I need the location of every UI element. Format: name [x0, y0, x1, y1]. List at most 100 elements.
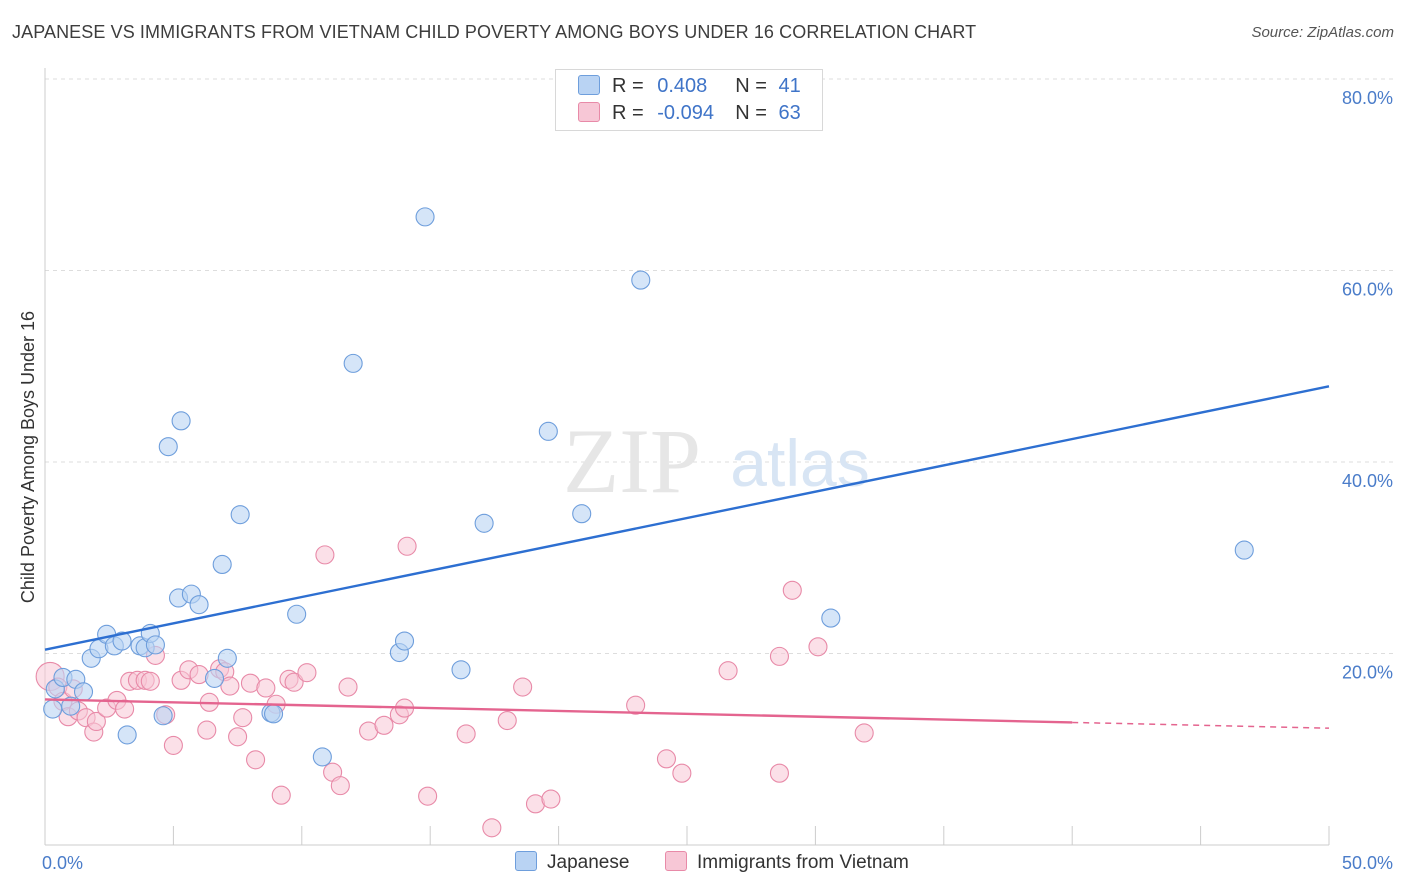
japanese-point: [112, 631, 132, 651]
vietnam-point: [271, 785, 291, 805]
japanese-point: [171, 411, 191, 431]
series-legend: Japanese Immigrants from Vietnam: [0, 851, 1406, 877]
japanese-point: [145, 635, 165, 655]
vietnam-point: [197, 720, 217, 740]
vietnam-trend-extension: [1072, 721, 1330, 729]
vietnam-point: [418, 786, 438, 806]
y-tick-label-80: 80.0%: [1342, 88, 1393, 108]
japanese-point: [343, 353, 363, 373]
japanese-trend-line: [44, 385, 1330, 651]
japanese-point: [230, 505, 250, 525]
japanese-point: [394, 631, 415, 651]
japanese-point: [153, 706, 173, 726]
japanese-point: [631, 270, 651, 290]
vietnam-point: [541, 789, 561, 809]
japanese-point: [1234, 540, 1254, 560]
r-label: R =: [612, 102, 644, 124]
vietnam-point: [769, 763, 789, 783]
watermark-zip: ZIP: [563, 410, 701, 512]
japanese-point: [474, 513, 494, 533]
source-label: Source: ZipAtlas.com: [1251, 24, 1394, 41]
japanese-point: [204, 668, 225, 688]
vietnam-point: [854, 723, 874, 743]
axes: [44, 68, 1330, 846]
legend-row-vietnam: R = -0.094 N = 63: [578, 102, 801, 126]
n-label: N =: [735, 102, 767, 124]
vietnam-point: [140, 671, 160, 691]
vietnam-point: [315, 545, 335, 565]
x-tick-label-max: 50.0%: [1342, 853, 1393, 873]
vietnam-point: [338, 677, 358, 697]
vietnam-swatch: [578, 102, 600, 122]
vietnam-point: [782, 580, 802, 600]
y-axis-label: Child Poverty Among Boys Under 16: [18, 311, 38, 603]
japanese-point: [264, 704, 284, 724]
vietnam-legend-swatch: [665, 851, 687, 871]
japanese-point: [287, 604, 307, 624]
japanese-point: [312, 747, 332, 767]
vietnam-point: [297, 663, 317, 683]
legend-row-japanese: R = 0.408 N = 41: [578, 75, 801, 99]
vietnam-point: [672, 763, 692, 783]
vietnam-point: [456, 724, 476, 744]
japanese-point: [189, 595, 209, 615]
japanese-point: [43, 699, 63, 719]
vietnam-point: [246, 750, 266, 770]
x-tick-label-min: 0.0%: [42, 853, 83, 873]
y-tick-label-60: 60.0%: [1342, 280, 1393, 300]
japanese-point: [821, 608, 841, 628]
japanese-point: [451, 660, 471, 680]
vietnam-point: [718, 661, 738, 681]
vietnam-point: [626, 695, 646, 715]
vietnam-point: [115, 699, 135, 719]
chart-title: JAPANESE VS IMMIGRANTS FROM VIETNAM CHIL…: [12, 22, 977, 42]
vietnam-point: [86, 711, 106, 732]
vietnam-points: [35, 536, 874, 838]
vietnam-point: [256, 678, 276, 698]
japanese-legend-swatch: [515, 851, 537, 871]
trend-lines: [44, 385, 1330, 729]
japanese-point: [538, 421, 558, 441]
japanese-r-value: 0.408: [657, 75, 708, 97]
vietnam-point: [330, 776, 350, 796]
watermark-atlas: atlas: [730, 426, 869, 500]
vietnam-point: [656, 749, 677, 769]
japanese-n-value: 41: [778, 75, 801, 97]
japanese-point: [415, 207, 435, 227]
vietnam-n-value: 63: [778, 102, 801, 124]
vietnam-point: [233, 708, 253, 728]
japanese-point: [212, 554, 232, 575]
vietnam-point: [513, 677, 533, 697]
vietnam-point: [163, 735, 183, 755]
vietnam-point: [284, 672, 304, 692]
japanese-point: [117, 725, 137, 745]
legend-item-vietnam[interactable]: Immigrants from Vietnam: [665, 851, 909, 874]
vietnam-r-value: -0.094: [657, 102, 714, 124]
vietnam-point: [769, 646, 789, 666]
y-tick-label-40: 40.0%: [1342, 471, 1393, 491]
n-label: N =: [735, 75, 767, 97]
japanese-point: [73, 682, 94, 702]
japanese-point: [61, 696, 81, 716]
tick-labels: 20.0% 40.0% 60.0% 80.0% 0.0% 50.0%: [42, 88, 1393, 873]
vietnam-point: [482, 818, 502, 838]
legend-vietnam-label: Immigrants from Vietnam: [697, 852, 909, 873]
vietnam-point: [397, 536, 417, 556]
r-label: R =: [612, 75, 644, 97]
stats-legend: R = 0.408 N = 41 R = -0.094 N = 63: [555, 69, 823, 131]
vietnam-point: [228, 727, 248, 747]
vietnam-point: [374, 715, 394, 735]
japanese-points: [43, 207, 1254, 767]
japanese-point: [217, 648, 237, 668]
legend-japanese-label: Japanese: [547, 852, 630, 873]
vietnam-trend-line: [44, 698, 1073, 724]
vietnam-point: [808, 637, 828, 657]
japanese-point: [158, 437, 178, 457]
japanese-swatch: [578, 75, 600, 95]
vietnam-point: [220, 676, 240, 696]
legend-item-japanese[interactable]: Japanese: [515, 851, 629, 874]
vietnam-point: [497, 710, 517, 731]
y-tick-label-20: 20.0%: [1342, 663, 1393, 683]
grid: [45, 78, 1393, 654]
